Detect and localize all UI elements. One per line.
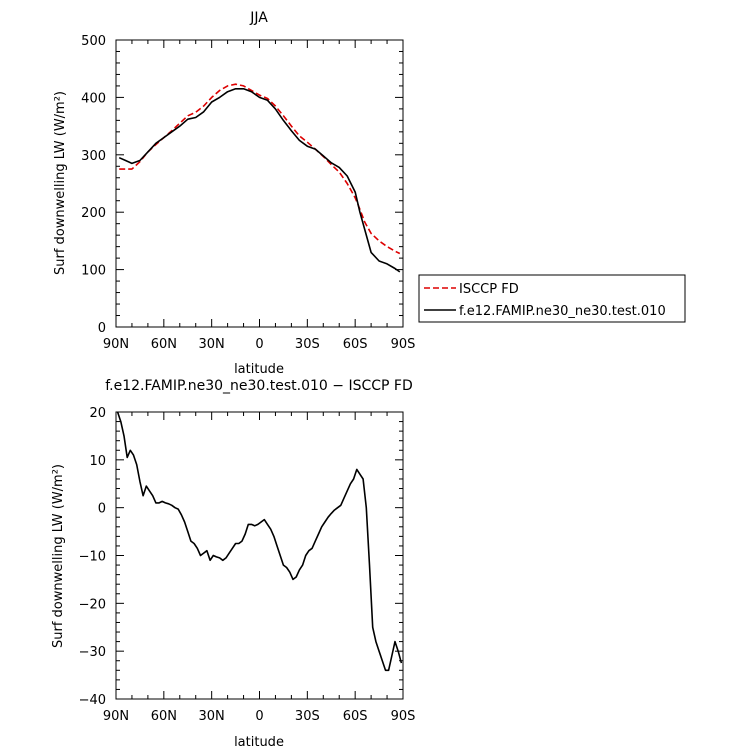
- y-tick-label: 0: [98, 502, 106, 517]
- y-tick-label: −40: [79, 693, 106, 708]
- y-tick-label: 300: [81, 149, 106, 164]
- y-tick-label: 0: [98, 321, 106, 336]
- bottom-panel-y-axis-label: Surf downwelling LW (W/m²): [51, 464, 66, 648]
- bottom-panel-frame: [115, 411, 404, 700]
- bottom-panel: f.e12.FAMIP.ne30_ne30.test.010 − ISCCP F…: [51, 378, 415, 750]
- x-tick-label: 60N: [151, 337, 177, 352]
- bottom-panel-x-axis-label: latitude: [234, 735, 284, 750]
- x-tick-label: 60S: [343, 337, 368, 352]
- y-tick-label: −30: [79, 645, 106, 660]
- top-panel-series: [118, 83, 401, 273]
- y-tick-label: 400: [81, 91, 106, 106]
- top-panel-y-axis-label: Surf downwelling LW (W/m²): [53, 91, 68, 275]
- legend-label-isccp: ISCCP FD: [459, 282, 519, 297]
- legend-label-model: f.e12.FAMIP.ne30_ne30.test.010: [459, 304, 666, 319]
- x-tick-label: 30N: [199, 709, 225, 724]
- top-panel-y-ticks: 0 100 200 300 400 500: [81, 34, 403, 336]
- x-tick-label: 30S: [295, 337, 320, 352]
- x-tick-label: 90N: [103, 709, 129, 724]
- x-tick-label: 60N: [151, 709, 177, 724]
- top-panel-title: JJA: [249, 10, 268, 26]
- x-tick-label: 90S: [391, 337, 416, 352]
- x-tick-label: 30S: [295, 709, 320, 724]
- series-line-isccp-fd: [119, 83, 401, 255]
- legend: ISCCP FD f.e12.FAMIP.ne30_ne30.test.010: [418, 274, 686, 323]
- y-tick-label: 200: [81, 206, 106, 221]
- bottom-panel-series: [116, 411, 403, 672]
- x-tick-label: 60S: [343, 709, 368, 724]
- top-panel: JJA 0 100 200 300 400 500 90N 60N 30N 0 30S 60S 90S…: [53, 10, 686, 377]
- top-panel-x-ticks: 90N 60N 30N 0 30S 60S 90S: [103, 40, 416, 352]
- x-tick-label: 0: [255, 337, 263, 352]
- x-tick-label: 90N: [103, 337, 129, 352]
- y-tick-label: 100: [81, 264, 106, 279]
- bottom-panel-y-ticks: −40 −30 −20 −10 0 10 20: [79, 406, 403, 708]
- y-tick-label: −20: [79, 597, 106, 612]
- y-tick-label: 10: [89, 454, 106, 469]
- y-tick-label: 20: [89, 406, 106, 421]
- bottom-panel-x-ticks: 90N 60N 30N 0 30S 60S 90S: [103, 412, 416, 724]
- y-tick-label: −10: [79, 550, 106, 565]
- top-panel-frame: [115, 39, 404, 328]
- series-line-difference: [116, 411, 403, 672]
- series-line-f-e12-famip-ne30-ne30-test-010: [118, 88, 401, 273]
- top-panel-x-axis-label: latitude: [234, 362, 284, 377]
- bottom-panel-title: f.e12.FAMIP.ne30_ne30.test.010 − ISCCP F…: [105, 378, 413, 394]
- y-tick-label: 500: [81, 34, 106, 49]
- x-tick-label: 0: [255, 709, 263, 724]
- x-tick-label: 90S: [391, 709, 416, 724]
- x-tick-label: 30N: [199, 337, 225, 352]
- legend-box: [418, 274, 686, 323]
